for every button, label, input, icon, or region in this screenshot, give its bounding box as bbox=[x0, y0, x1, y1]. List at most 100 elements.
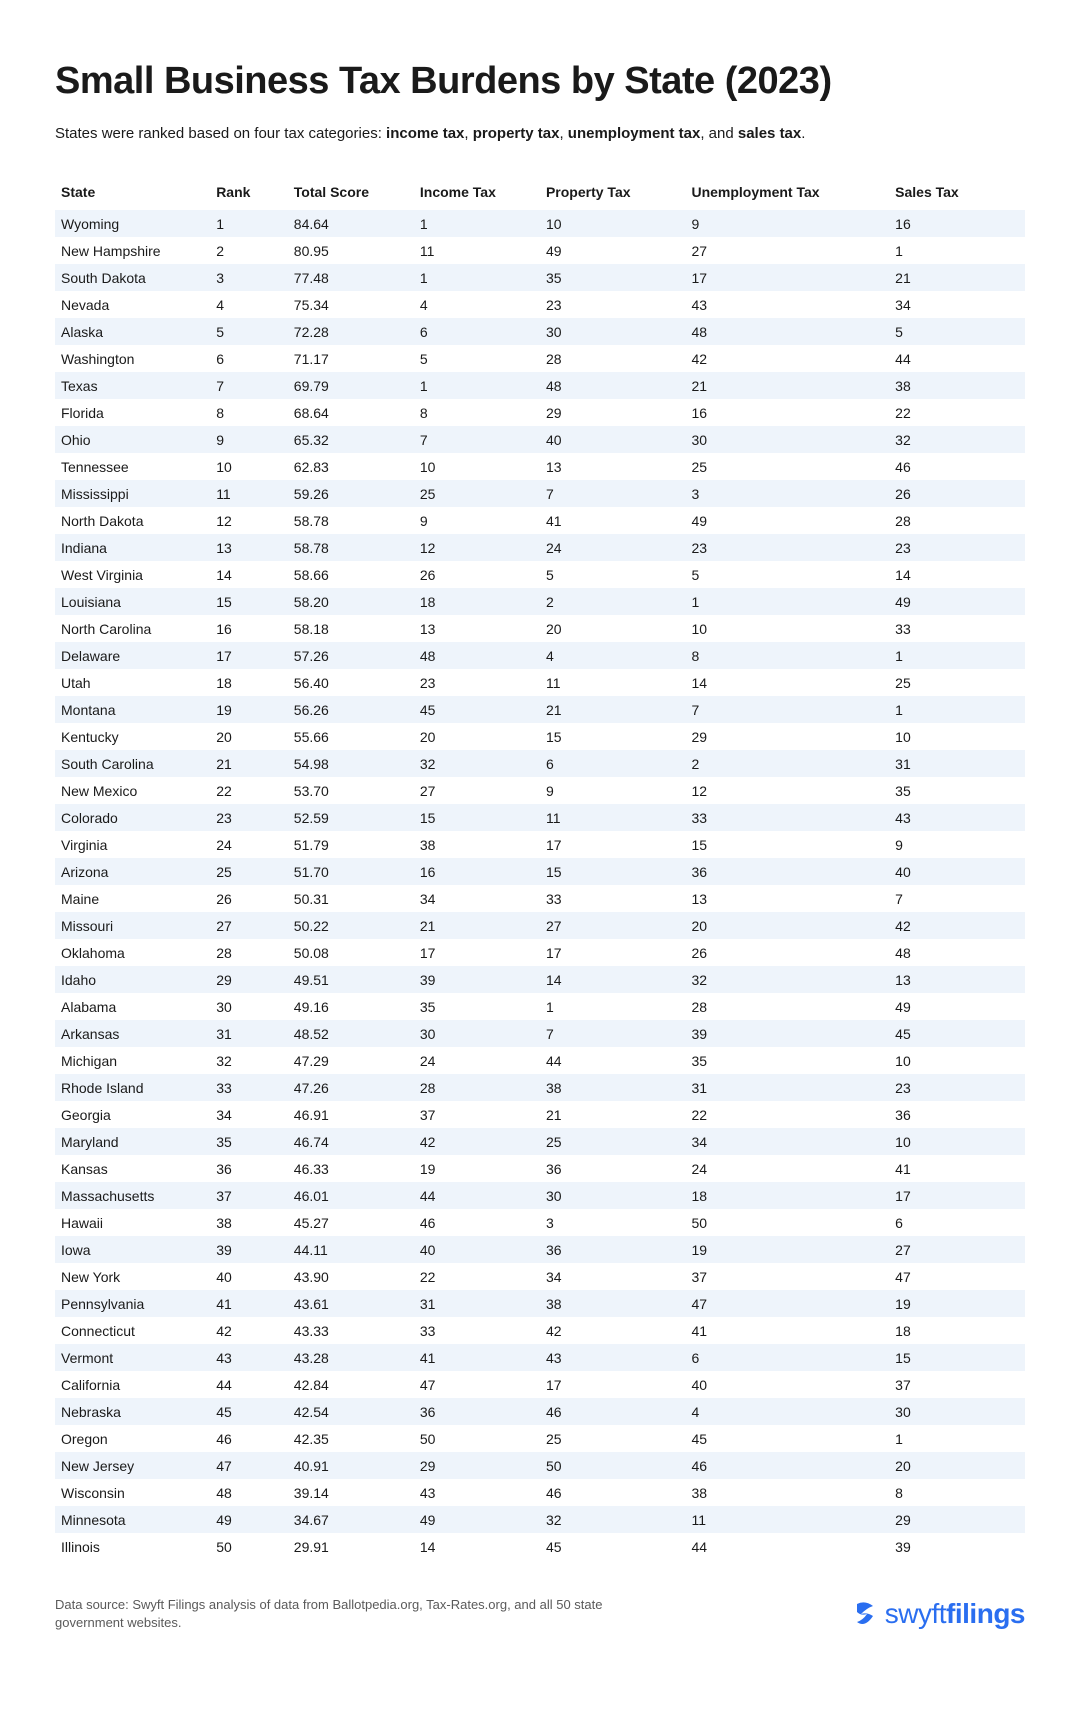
table-cell: 43.28 bbox=[288, 1344, 414, 1371]
table-cell: 5 bbox=[414, 345, 540, 372]
subtitle-sep-2: , bbox=[559, 125, 567, 142]
table-cell: 8 bbox=[414, 399, 540, 426]
table-cell: Alabama bbox=[55, 993, 210, 1020]
table-cell: Mississippi bbox=[55, 480, 210, 507]
table-cell: 10 bbox=[685, 615, 889, 642]
table-cell: 31 bbox=[210, 1020, 288, 1047]
table-cell: Minnesota bbox=[55, 1506, 210, 1533]
table-cell: 21 bbox=[210, 750, 288, 777]
table-row: Delaware1757.2648481 bbox=[55, 642, 1025, 669]
subtitle-prefix: States were ranked based on four tax cat… bbox=[55, 125, 386, 142]
table-cell: 37 bbox=[210, 1182, 288, 1209]
table-cell: 22 bbox=[210, 777, 288, 804]
table-cell: 49 bbox=[414, 1506, 540, 1533]
table-cell: 48 bbox=[414, 642, 540, 669]
table-cell: 39 bbox=[889, 1533, 1025, 1560]
table-cell: 39 bbox=[685, 1020, 889, 1047]
table-cell: 36 bbox=[414, 1398, 540, 1425]
table-cell: 35 bbox=[889, 777, 1025, 804]
table-cell: 31 bbox=[685, 1074, 889, 1101]
table-row: Vermont4343.284143615 bbox=[55, 1344, 1025, 1371]
table-cell: 29 bbox=[414, 1452, 540, 1479]
table-cell: 15 bbox=[889, 1344, 1025, 1371]
table-cell: 26 bbox=[889, 480, 1025, 507]
table-row: Oklahoma2850.0817172648 bbox=[55, 939, 1025, 966]
table-cell: 28 bbox=[414, 1074, 540, 1101]
table-body: Wyoming184.64110916New Hampshire280.9511… bbox=[55, 210, 1025, 1560]
table-cell: 26 bbox=[685, 939, 889, 966]
table-cell: 38 bbox=[414, 831, 540, 858]
table-cell: 49 bbox=[685, 507, 889, 534]
table-cell: 55.66 bbox=[288, 723, 414, 750]
table-row: Florida868.648291622 bbox=[55, 399, 1025, 426]
table-cell: 37 bbox=[414, 1101, 540, 1128]
table-cell: 4 bbox=[210, 291, 288, 318]
table-cell: Massachusetts bbox=[55, 1182, 210, 1209]
table-row: Washington671.175284244 bbox=[55, 345, 1025, 372]
footer: Data source: Swyft Filings analysis of d… bbox=[55, 1596, 1025, 1632]
table-cell: 50 bbox=[540, 1452, 686, 1479]
table-cell: 4 bbox=[414, 291, 540, 318]
table-cell: 47.26 bbox=[288, 1074, 414, 1101]
table-cell: 38 bbox=[540, 1290, 686, 1317]
table-cell: Maryland bbox=[55, 1128, 210, 1155]
subtitle-sep-1: , bbox=[464, 125, 472, 142]
table-row: West Virginia1458.66265514 bbox=[55, 561, 1025, 588]
table-cell: Indiana bbox=[55, 534, 210, 561]
table-cell: 46 bbox=[414, 1209, 540, 1236]
table-cell: 11 bbox=[540, 669, 686, 696]
table-cell: Rhode Island bbox=[55, 1074, 210, 1101]
table-cell: 19 bbox=[889, 1290, 1025, 1317]
table-cell: 32 bbox=[685, 966, 889, 993]
table-cell: 46.33 bbox=[288, 1155, 414, 1182]
table-row: Connecticut4243.3333424118 bbox=[55, 1317, 1025, 1344]
table-row: Texas769.791482138 bbox=[55, 372, 1025, 399]
table-cell: 35 bbox=[685, 1047, 889, 1074]
table-cell: 25 bbox=[540, 1128, 686, 1155]
table-row: Maryland3546.7442253410 bbox=[55, 1128, 1025, 1155]
table-row: Maine2650.313433137 bbox=[55, 885, 1025, 912]
table-cell: 34.67 bbox=[288, 1506, 414, 1533]
subtitle-bold-2: property tax bbox=[473, 125, 560, 142]
table-cell: Colorado bbox=[55, 804, 210, 831]
page-title: Small Business Tax Burdens by State (202… bbox=[55, 60, 1025, 103]
table-cell: 43 bbox=[210, 1344, 288, 1371]
table-cell: 12 bbox=[685, 777, 889, 804]
table-cell: 38 bbox=[210, 1209, 288, 1236]
table-cell: 40 bbox=[414, 1236, 540, 1263]
table-cell: 34 bbox=[540, 1263, 686, 1290]
table-cell: 4 bbox=[540, 642, 686, 669]
table-row: Louisiana1558.20182149 bbox=[55, 588, 1025, 615]
table-cell: Ohio bbox=[55, 426, 210, 453]
table-row: Kansas3646.3319362441 bbox=[55, 1155, 1025, 1182]
table-cell: 40 bbox=[210, 1263, 288, 1290]
table-cell: 36 bbox=[540, 1155, 686, 1182]
table-cell: 41 bbox=[414, 1344, 540, 1371]
table-cell: 49 bbox=[889, 588, 1025, 615]
table-cell: 10 bbox=[540, 210, 686, 237]
table-cell: 23 bbox=[210, 804, 288, 831]
table-cell: 46 bbox=[540, 1398, 686, 1425]
table-cell: 31 bbox=[889, 750, 1025, 777]
table-cell: 19 bbox=[210, 696, 288, 723]
table-cell: 22 bbox=[414, 1263, 540, 1290]
table-cell: 77.48 bbox=[288, 264, 414, 291]
table-cell: 40.91 bbox=[288, 1452, 414, 1479]
table-cell: 42.35 bbox=[288, 1425, 414, 1452]
table-cell: 5 bbox=[540, 561, 686, 588]
table-cell: 13 bbox=[210, 534, 288, 561]
table-cell: 30 bbox=[540, 318, 686, 345]
table-cell: 46 bbox=[889, 453, 1025, 480]
table-cell: 17 bbox=[540, 939, 686, 966]
table-cell: 20 bbox=[210, 723, 288, 750]
table-cell: 43 bbox=[889, 804, 1025, 831]
table-cell: 18 bbox=[414, 588, 540, 615]
table-row: Nebraska4542.543646430 bbox=[55, 1398, 1025, 1425]
table-cell: 13 bbox=[889, 966, 1025, 993]
table-cell: Illinois bbox=[55, 1533, 210, 1560]
table-cell: 49 bbox=[540, 237, 686, 264]
table-row: Kentucky2055.6620152910 bbox=[55, 723, 1025, 750]
col-header-sales: Sales Tax bbox=[889, 176, 1025, 210]
table-cell: 32 bbox=[414, 750, 540, 777]
table-cell: 23 bbox=[685, 534, 889, 561]
